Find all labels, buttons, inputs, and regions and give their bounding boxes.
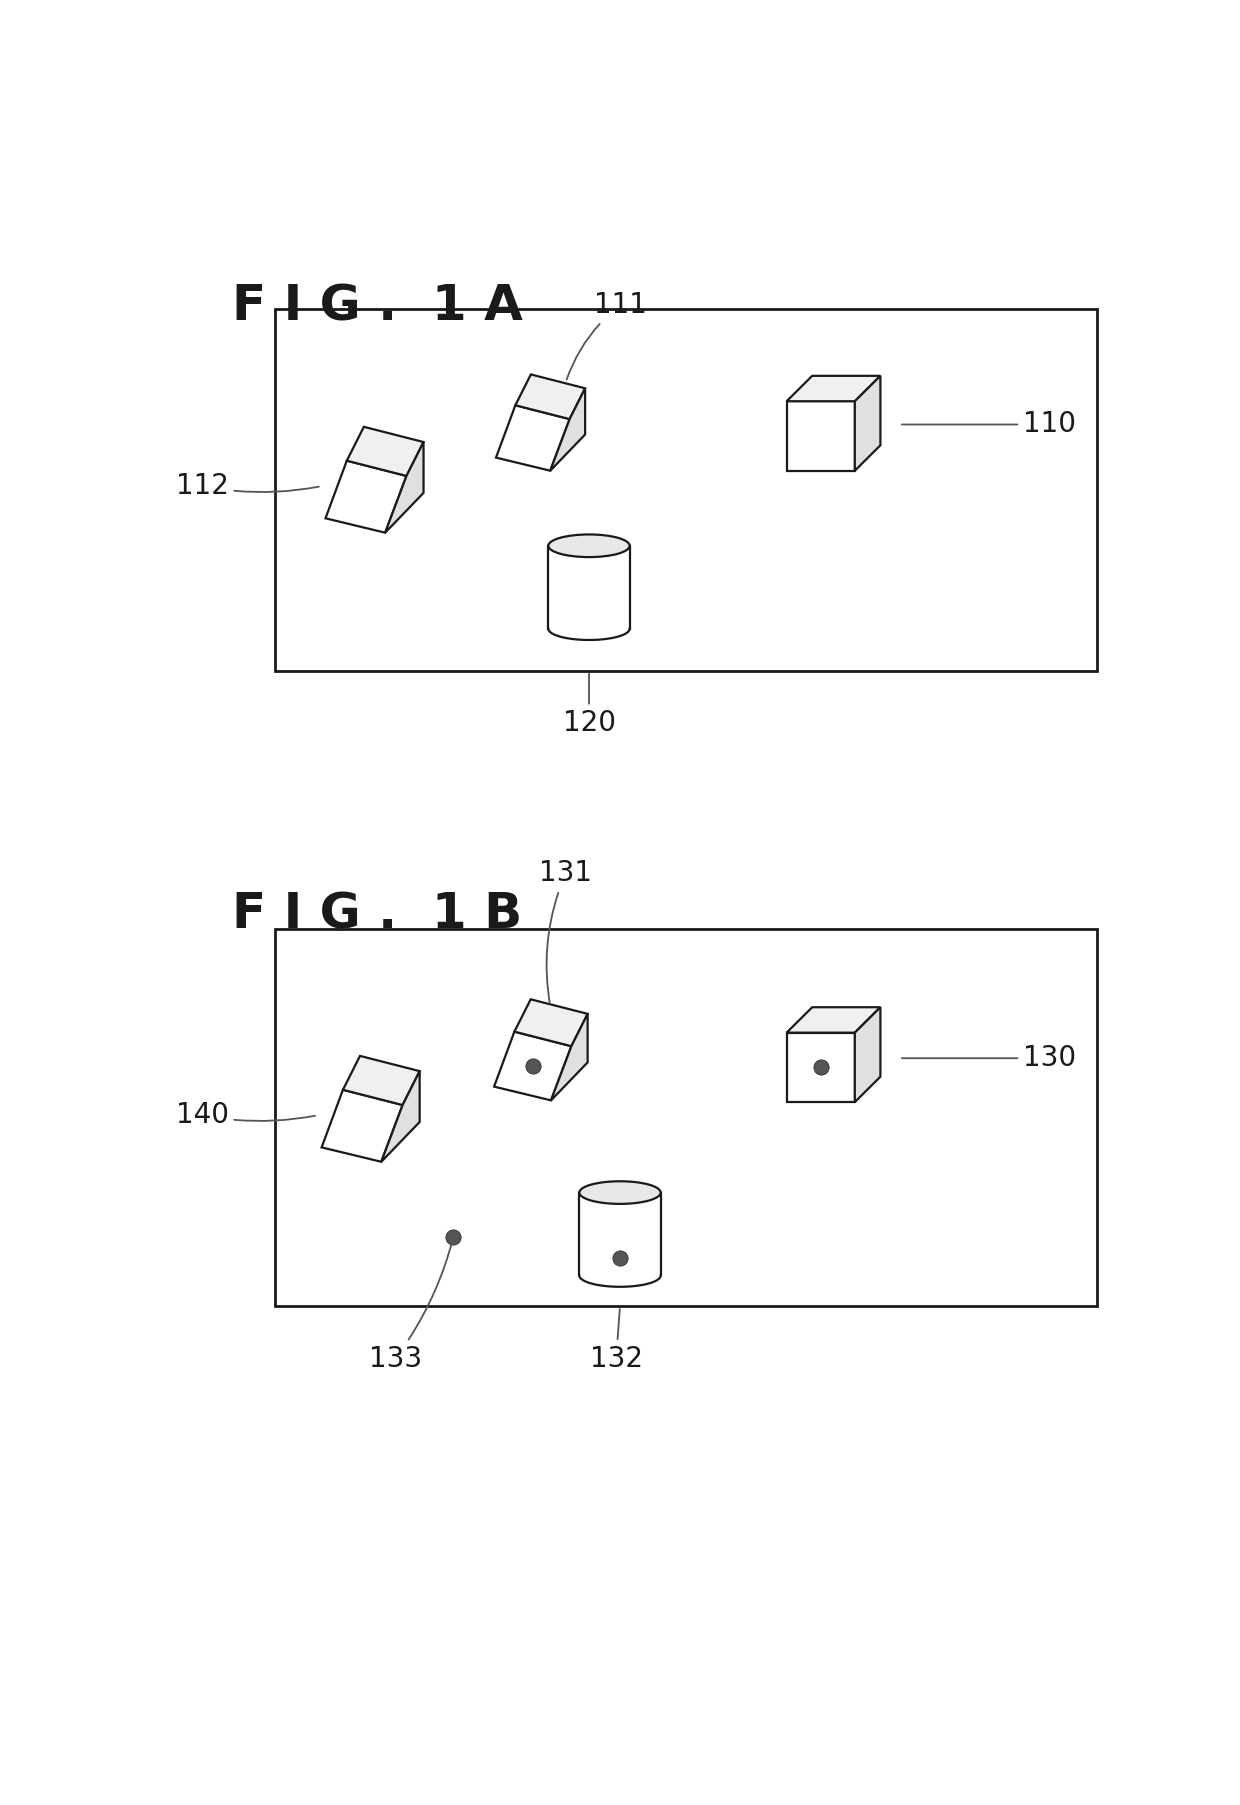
- Text: 133: 133: [368, 1240, 453, 1372]
- Ellipse shape: [579, 1180, 661, 1204]
- Text: 130: 130: [901, 1045, 1076, 1072]
- Polygon shape: [382, 1070, 419, 1162]
- Text: 132: 132: [590, 1309, 642, 1372]
- Polygon shape: [494, 1032, 572, 1101]
- Polygon shape: [786, 1007, 880, 1032]
- Polygon shape: [321, 1090, 403, 1162]
- Polygon shape: [854, 1007, 880, 1103]
- Polygon shape: [548, 545, 630, 628]
- Polygon shape: [551, 388, 585, 471]
- Polygon shape: [786, 1032, 854, 1103]
- Text: 131: 131: [539, 859, 593, 1004]
- Polygon shape: [343, 1056, 419, 1105]
- Text: 120: 120: [563, 673, 615, 738]
- Text: 110: 110: [901, 410, 1076, 439]
- Bar: [275, 309, 1096, 671]
- Text: 112: 112: [176, 473, 319, 500]
- Text: 111: 111: [567, 291, 646, 379]
- Polygon shape: [325, 460, 407, 532]
- Polygon shape: [386, 442, 424, 532]
- Polygon shape: [515, 1000, 588, 1047]
- Polygon shape: [496, 406, 569, 471]
- Polygon shape: [854, 375, 880, 471]
- Polygon shape: [579, 1193, 661, 1276]
- Polygon shape: [786, 401, 854, 471]
- Polygon shape: [551, 1014, 588, 1101]
- Polygon shape: [786, 375, 880, 401]
- Text: F I G .  1 B: F I G . 1 B: [233, 890, 523, 939]
- Polygon shape: [347, 426, 424, 477]
- Bar: [275, 930, 1096, 1307]
- Polygon shape: [516, 374, 585, 419]
- Ellipse shape: [548, 534, 630, 558]
- Text: F I G .  1 A: F I G . 1 A: [233, 282, 523, 330]
- Text: 140: 140: [176, 1101, 315, 1130]
